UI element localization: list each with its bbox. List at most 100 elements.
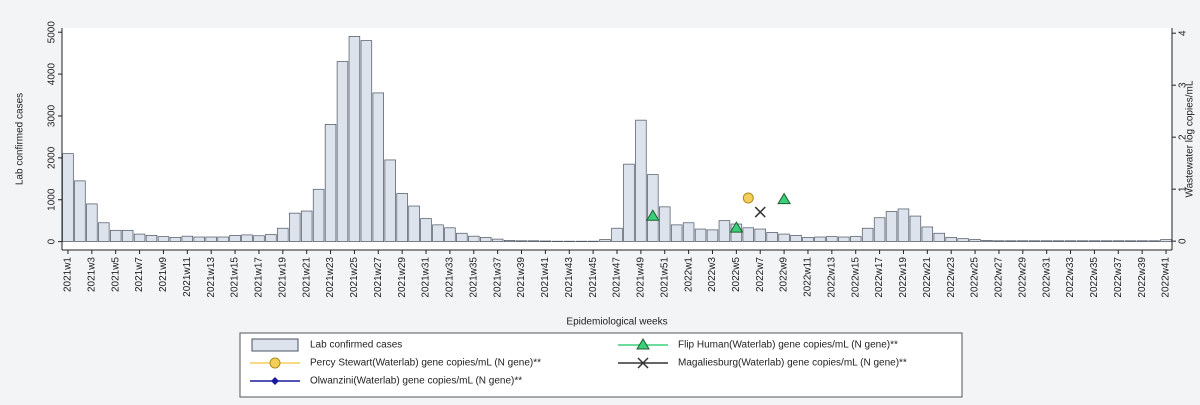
legend-marker	[636, 338, 650, 350]
legend-label: Olwanzini(Waterlab) gene copies/mL (N ge…	[310, 376, 522, 387]
point	[645, 209, 660, 221]
bar	[491, 238, 504, 242]
bar	[1100, 240, 1113, 242]
bar	[109, 229, 122, 242]
y-tick-label: 4000	[47, 63, 58, 86]
bar	[718, 220, 731, 242]
legend-label: Lab confirmed cases	[310, 340, 402, 351]
x-tick-label: 2022w23	[946, 257, 957, 298]
bar	[802, 237, 814, 242]
bar	[1148, 240, 1160, 242]
x-tick-label: 2022w27	[994, 257, 1005, 298]
x-tick-label: 2021w13	[206, 257, 217, 298]
bar	[336, 61, 349, 242]
bar	[921, 226, 934, 242]
legend-swatch	[251, 338, 299, 352]
bar	[1112, 240, 1125, 242]
bar	[933, 232, 945, 242]
bar	[1076, 240, 1089, 242]
legend-marker	[269, 357, 281, 369]
bar	[456, 232, 468, 242]
x-tick-label: 2022w7	[755, 257, 766, 292]
legend-marker	[271, 377, 279, 385]
y2-tick-label: 2	[1178, 134, 1189, 140]
bar	[86, 203, 98, 242]
x-tick-label: 2021w19	[277, 257, 288, 298]
bar	[706, 229, 719, 242]
x-tick-label: 2022w21	[922, 257, 933, 298]
x-axis-title: Epidemiological weeks	[566, 317, 667, 328]
x-tick-label: 2022w3	[707, 257, 718, 292]
bar	[277, 227, 289, 242]
bar	[682, 222, 695, 242]
x-tick-label: 2022w1	[683, 257, 694, 292]
x-tick-label: 2021w51	[659, 257, 670, 298]
bar	[348, 36, 361, 242]
x-tick-label: 2021w45	[588, 257, 599, 298]
bar	[694, 228, 707, 242]
bar	[479, 237, 492, 242]
bar	[790, 234, 802, 242]
bar	[861, 227, 874, 242]
bar	[993, 240, 1005, 242]
y2-tick-label: 4	[1178, 30, 1189, 36]
bar	[468, 235, 480, 242]
bar	[324, 123, 337, 242]
bar	[420, 218, 432, 242]
bar	[157, 236, 170, 242]
bar	[515, 240, 528, 242]
x-tick-label: 2022w31	[1041, 257, 1052, 298]
bar	[1136, 240, 1148, 242]
bar	[742, 227, 755, 242]
bar	[623, 163, 635, 242]
legend	[239, 332, 963, 398]
x-tick-label: 2022w37	[1113, 257, 1124, 298]
y2-tick-label: 1	[1178, 186, 1189, 192]
x-tick-label: 2022w41	[1161, 257, 1172, 298]
point	[754, 206, 766, 218]
bar	[253, 235, 265, 242]
y-tick-label: 2000	[47, 146, 58, 169]
bar	[300, 210, 313, 242]
x-tick-label: 2021w9	[158, 257, 169, 292]
y-tick-label: 3000	[47, 104, 58, 127]
x-tick-label: 2021w39	[516, 257, 527, 298]
bar	[969, 239, 981, 242]
legend-marker	[637, 357, 649, 369]
x-tick-label: 2021w41	[540, 257, 551, 298]
x-tick-label: 2021w15	[230, 257, 241, 298]
legend-label: Magaliesburg(Waterlab) gene copies/mL (N…	[678, 358, 907, 369]
x-tick-label: 2021w1	[63, 257, 74, 292]
bar	[169, 237, 182, 242]
bar	[754, 228, 766, 242]
bar	[312, 188, 325, 242]
x-tick-label: 2022w15	[850, 257, 861, 298]
bar	[957, 238, 969, 242]
bar	[133, 233, 146, 242]
bar	[981, 240, 993, 242]
bar	[1040, 240, 1053, 242]
bar	[1017, 240, 1029, 242]
x-tick-label: 2021w29	[397, 257, 408, 298]
x-tick-label: 2021w33	[445, 257, 456, 298]
bar	[897, 208, 910, 242]
bar	[599, 239, 611, 242]
y-tick-label: 5000	[47, 21, 58, 44]
bar	[527, 240, 540, 242]
x-tick-label: 2022w29	[1017, 257, 1028, 298]
bar	[778, 233, 790, 242]
bar	[217, 236, 229, 242]
bar	[766, 232, 778, 242]
bar	[384, 159, 396, 242]
x-tick-label: 2022w9	[779, 257, 790, 292]
x-tick-label: 2021w25	[349, 257, 360, 298]
bar	[1052, 240, 1065, 242]
bar	[611, 227, 623, 242]
x-tick-label: 2021w47	[612, 257, 623, 298]
bar	[1064, 240, 1077, 242]
bar	[814, 236, 826, 242]
bar	[444, 227, 456, 242]
point	[777, 192, 791, 205]
bar	[145, 234, 158, 242]
